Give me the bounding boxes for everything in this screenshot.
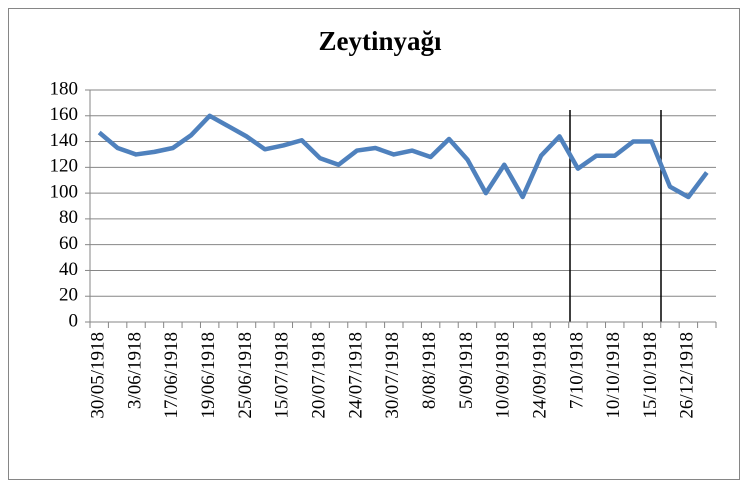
y-tick-label: 80: [59, 207, 78, 228]
data-line: [97, 113, 709, 200]
x-tick-label: 19/06/1918: [198, 332, 219, 419]
y-tick-label: 100: [50, 181, 79, 202]
x-tick-label: 5/09/1918: [456, 332, 477, 409]
y-tick-label: 140: [50, 130, 79, 151]
x-tick-label: 26/12/1918: [677, 332, 698, 419]
y-tick-label: 160: [50, 104, 79, 125]
x-tick-label: 30/07/1918: [382, 332, 403, 419]
x-tick-label: 3/06/1918: [124, 332, 145, 409]
x-tick-label: 8/08/1918: [419, 332, 440, 409]
y-tick-label: 120: [50, 156, 79, 177]
x-tick-label: 15/10/1918: [640, 332, 661, 419]
y-tick-label: 0: [69, 310, 79, 331]
chart-frame: [8, 8, 740, 480]
y-tick-label: 60: [59, 233, 78, 254]
x-tick-label: 30/05/1918: [88, 332, 109, 419]
chart-title: Zeytinyağı: [318, 26, 442, 56]
x-tick-label: 20/07/1918: [309, 332, 330, 419]
y-tick-label: 20: [59, 285, 78, 306]
x-tick-label: 25/06/1918: [235, 332, 256, 419]
y-tick-label: 180: [50, 78, 79, 99]
x-tick-label: 17/06/1918: [161, 332, 182, 419]
x-tick-label: 10/10/1918: [603, 332, 624, 419]
x-tick-label: 10/09/1918: [493, 332, 514, 419]
y-tick-label: 40: [59, 259, 78, 280]
x-tick-label: 15/07/1918: [272, 332, 293, 419]
x-tick-label: 24/09/1918: [529, 332, 550, 419]
x-tick-label: 7/10/1918: [566, 332, 587, 409]
x-tick-label: 24/07/1918: [345, 332, 366, 419]
